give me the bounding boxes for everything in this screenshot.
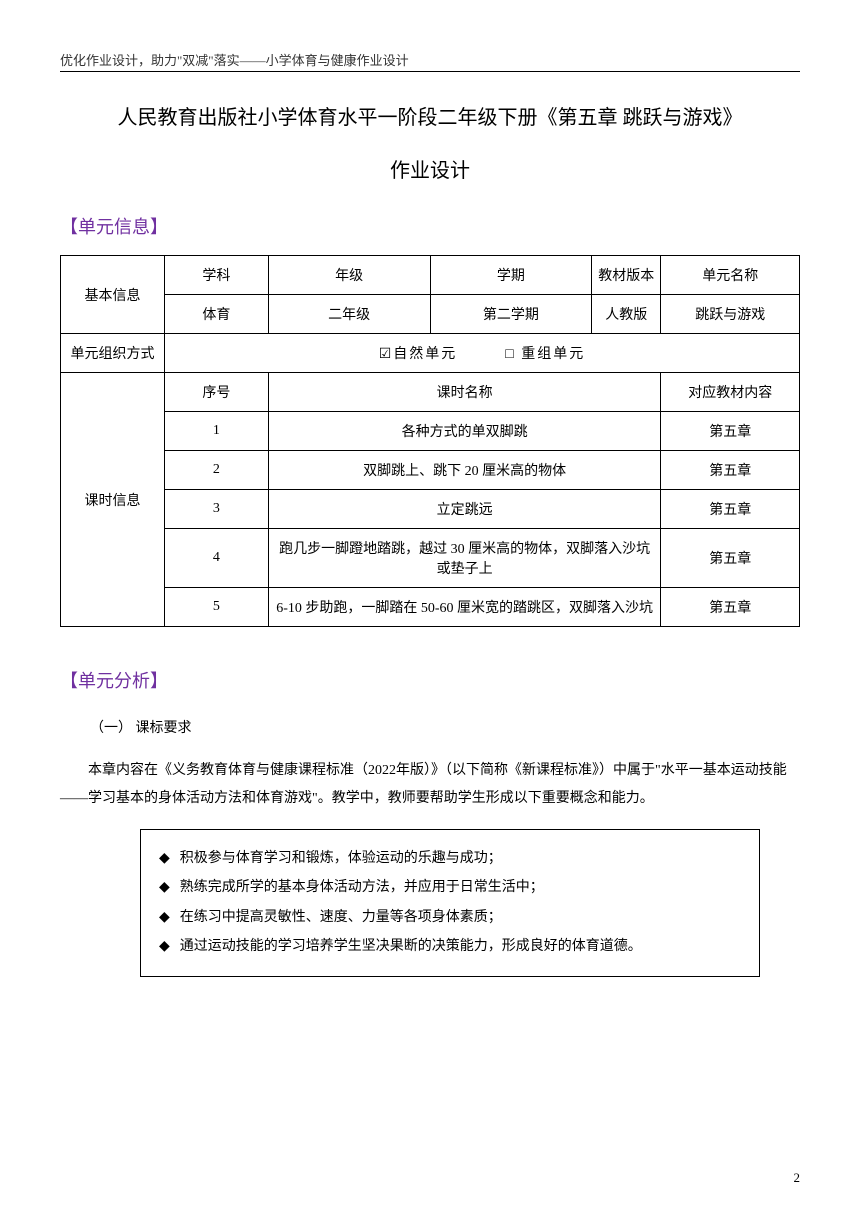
- table-row: 单元组织方式 ☑自然单元 □ 重组单元: [61, 334, 800, 373]
- table-row: 5 6-10 步助跑，一脚踏在 50-60 厘米宽的踏跳区，双脚落入沙坑 第五章: [61, 588, 800, 627]
- lesson-ref: 第五章: [661, 412, 800, 451]
- diamond-icon: ◆: [159, 903, 170, 932]
- bullet-box: ◆积极参与体育学习和锻炼，体验运动的乐趣与成功； ◆熟练完成所学的基本身体活动方…: [140, 829, 760, 977]
- section-unit-info-heading: 【单元信息】: [60, 213, 800, 239]
- page-header: 优化作业设计，助力"双减"落实——小学体育与健康作业设计: [60, 50, 800, 72]
- table-row: 课时信息 序号 课时名称 对应教材内容: [61, 373, 800, 412]
- cell-term: 第二学期: [430, 295, 592, 334]
- diamond-icon: ◆: [159, 873, 170, 902]
- lesson-num-header: 序号: [164, 373, 268, 412]
- lesson-info-label: 课时信息: [61, 373, 165, 627]
- lesson-ref: 第五章: [661, 451, 800, 490]
- diamond-icon: ◆: [159, 844, 170, 873]
- list-item: ◆熟练完成所学的基本身体活动方法，并应用于日常生活中；: [159, 873, 741, 902]
- lesson-num: 2: [164, 451, 268, 490]
- list-item: ◆通过运动技能的学习培养学生坚决果断的决策能力，形成良好的体育道德。: [159, 932, 741, 961]
- table-row: 1 各种方式的单双脚跳 第五章: [61, 412, 800, 451]
- lesson-name: 跑几步一脚蹬地踏跳，越过 30 厘米高的物体，双脚落入沙坑或垫子上: [268, 529, 661, 588]
- table-row: 体育 二年级 第二学期 人教版 跳跃与游戏: [61, 295, 800, 334]
- cell-edition: 人教版: [592, 295, 661, 334]
- cell-grade: 二年级: [268, 295, 430, 334]
- lesson-ref: 第五章: [661, 529, 800, 588]
- lesson-num: 3: [164, 490, 268, 529]
- org-content: ☑自然单元 □ 重组单元: [164, 334, 799, 373]
- diamond-icon: ◆: [159, 932, 170, 961]
- cell-unitname: 跳跃与游戏: [661, 295, 800, 334]
- lesson-num: 5: [164, 588, 268, 627]
- subsection-standard: （一） 课标要求: [90, 717, 800, 737]
- lesson-name: 立定跳远: [268, 490, 661, 529]
- sub-title: 作业设计: [60, 154, 800, 183]
- list-item: ◆积极参与体育学习和锻炼，体验运动的乐趣与成功；: [159, 844, 741, 873]
- lesson-num: 4: [164, 529, 268, 588]
- lesson-ref-header: 对应教材内容: [661, 373, 800, 412]
- lesson-name-header: 课时名称: [268, 373, 661, 412]
- lesson-num: 1: [164, 412, 268, 451]
- unit-info-table: 基本信息 学科 年级 学期 教材版本 单元名称 体育 二年级 第二学期 人教版 …: [60, 255, 800, 627]
- lesson-name: 各种方式的单双脚跳: [268, 412, 661, 451]
- list-item: ◆在练习中提高灵敏性、速度、力量等各项身体素质；: [159, 903, 741, 932]
- section-unit-analysis-heading: 【单元分析】: [60, 667, 800, 693]
- table-row: 3 立定跳远 第五章: [61, 490, 800, 529]
- lesson-ref: 第五章: [661, 588, 800, 627]
- table-row: 4 跑几步一脚蹬地踏跳，越过 30 厘米高的物体，双脚落入沙坑或垫子上 第五章: [61, 529, 800, 588]
- org-label: 单元组织方式: [61, 334, 165, 373]
- cell-unitname-header: 单元名称: [661, 256, 800, 295]
- lesson-name: 双脚跳上、跳下 20 厘米高的物体: [268, 451, 661, 490]
- paragraph: 本章内容在《义务教育体育与健康课程标准（2022年版）》（以下简称《新课程标准》…: [60, 757, 800, 813]
- main-title: 人民教育出版社小学体育水平一阶段二年级下册《第五章 跳跃与游戏》: [60, 100, 800, 136]
- table-row: 基本信息 学科 年级 学期 教材版本 单元名称: [61, 256, 800, 295]
- cell-edition-header: 教材版本: [592, 256, 661, 295]
- cell-subject: 体育: [164, 295, 268, 334]
- lesson-name: 6-10 步助跑，一脚踏在 50-60 厘米宽的踏跳区，双脚落入沙坑: [268, 588, 661, 627]
- cell-term-header: 学期: [430, 256, 592, 295]
- cell-subject-header: 学科: [164, 256, 268, 295]
- cell-grade-header: 年级: [268, 256, 430, 295]
- table-row: 2 双脚跳上、跳下 20 厘米高的物体 第五章: [61, 451, 800, 490]
- basic-info-label: 基本信息: [61, 256, 165, 334]
- page-number: 2: [794, 1170, 801, 1186]
- lesson-ref: 第五章: [661, 490, 800, 529]
